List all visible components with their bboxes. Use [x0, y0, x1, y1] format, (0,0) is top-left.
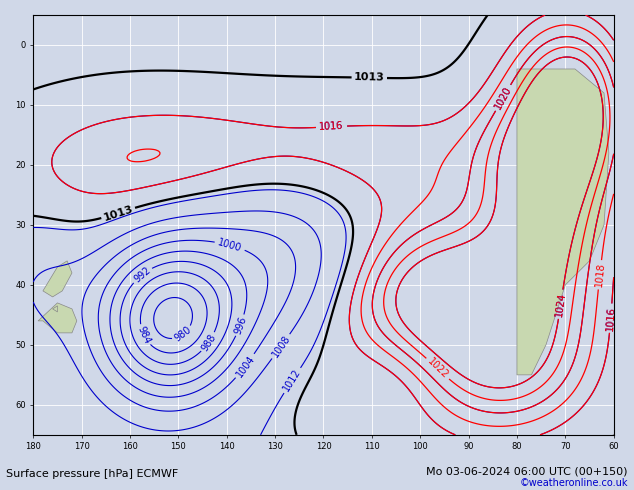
Text: ©weatheronline.co.uk: ©weatheronline.co.uk: [519, 478, 628, 488]
Text: 1008: 1008: [270, 334, 292, 359]
Text: 1012: 1012: [281, 368, 303, 393]
Text: 1016: 1016: [319, 121, 344, 132]
Text: 1022: 1022: [425, 357, 450, 381]
Text: 988: 988: [200, 332, 218, 353]
Text: 1004: 1004: [234, 353, 257, 379]
Text: 1020: 1020: [493, 85, 514, 111]
Text: 1016: 1016: [605, 306, 617, 331]
Text: 1018: 1018: [593, 262, 606, 288]
Text: 1013: 1013: [354, 73, 385, 83]
Text: 1024: 1024: [554, 292, 567, 317]
Text: 996: 996: [233, 315, 248, 336]
Text: 1000: 1000: [217, 237, 243, 253]
Text: 1016: 1016: [319, 121, 344, 132]
Text: 984: 984: [136, 325, 152, 345]
Text: 1016: 1016: [605, 306, 617, 331]
Text: Mo 03-06-2024 06:00 UTC (00+150): Mo 03-06-2024 06:00 UTC (00+150): [426, 466, 628, 476]
Text: Surface pressure [hPa] ECMWF: Surface pressure [hPa] ECMWF: [6, 469, 179, 479]
Text: 980: 980: [172, 325, 193, 344]
Text: 992: 992: [132, 265, 152, 285]
Text: 1024: 1024: [554, 292, 567, 317]
Text: 1020: 1020: [493, 85, 514, 111]
Text: 1013: 1013: [102, 203, 134, 222]
